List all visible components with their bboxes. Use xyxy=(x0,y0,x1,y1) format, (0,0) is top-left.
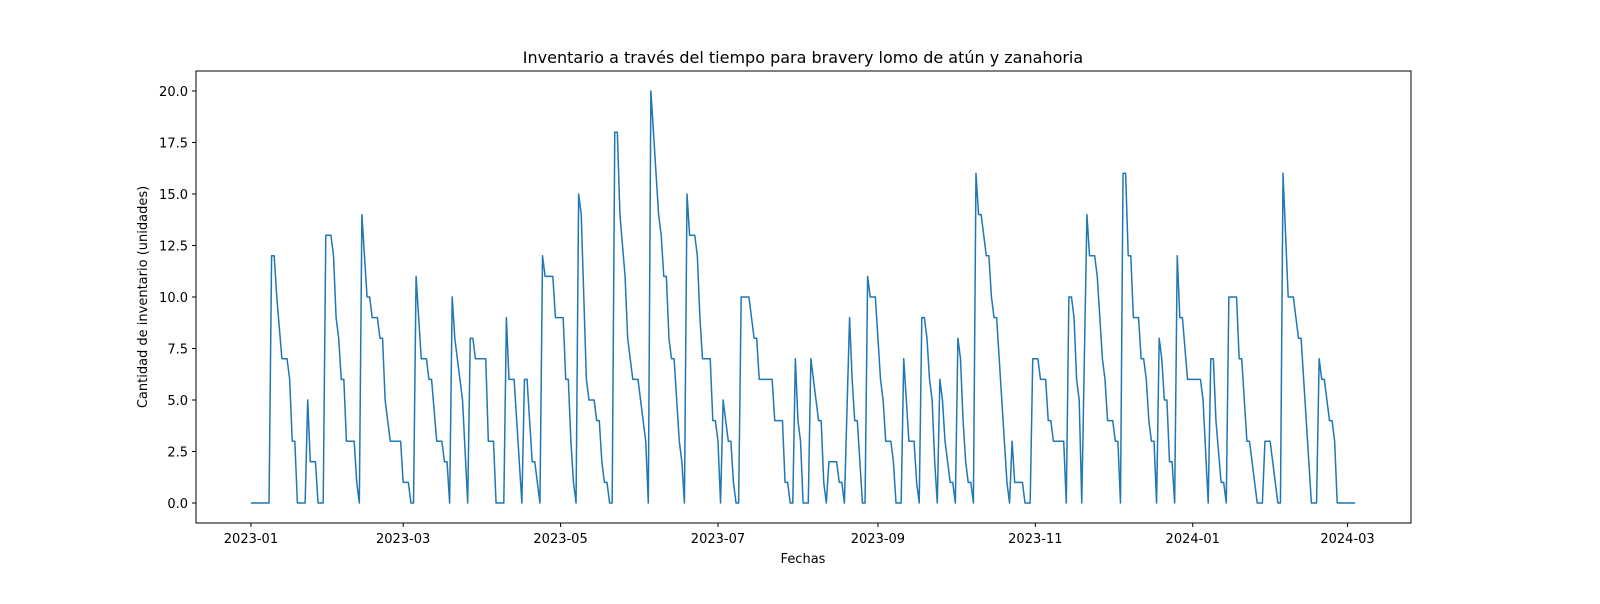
x-tick-label: 2024-03 xyxy=(1320,532,1374,547)
y-tick-label: 0.0 xyxy=(167,497,188,512)
x-tick-label: 2023-07 xyxy=(691,532,745,547)
y-tick-label: 15.0 xyxy=(159,188,188,203)
line-series xyxy=(250,90,1356,504)
x-tick-label: 2023-03 xyxy=(376,532,430,547)
x-tick-label: 2023-11 xyxy=(1008,532,1062,547)
x-tick-label: 2023-01 xyxy=(224,532,278,547)
y-tick-label: 20.0 xyxy=(159,85,188,100)
y-tick-label: 5.0 xyxy=(167,394,188,409)
y-tick-label: 2.5 xyxy=(167,446,188,461)
y-tick-label: 17.5 xyxy=(159,136,188,151)
x-axis-label: Fechas xyxy=(781,552,826,567)
x-tick-label: 2023-09 xyxy=(851,532,905,547)
chart-title: Inventario a través del tiempo para brav… xyxy=(523,48,1083,67)
x-tick-label: 2024-01 xyxy=(1166,532,1220,547)
plot-frame xyxy=(195,70,1412,524)
y-axis-label: Cantidad de inventario (unidades) xyxy=(136,186,151,408)
y-tick-label: 10.0 xyxy=(159,291,188,306)
x-tick-label: 2023-05 xyxy=(533,532,587,547)
y-tick-label: 12.5 xyxy=(159,239,188,254)
y-tick-label: 7.5 xyxy=(167,343,188,358)
